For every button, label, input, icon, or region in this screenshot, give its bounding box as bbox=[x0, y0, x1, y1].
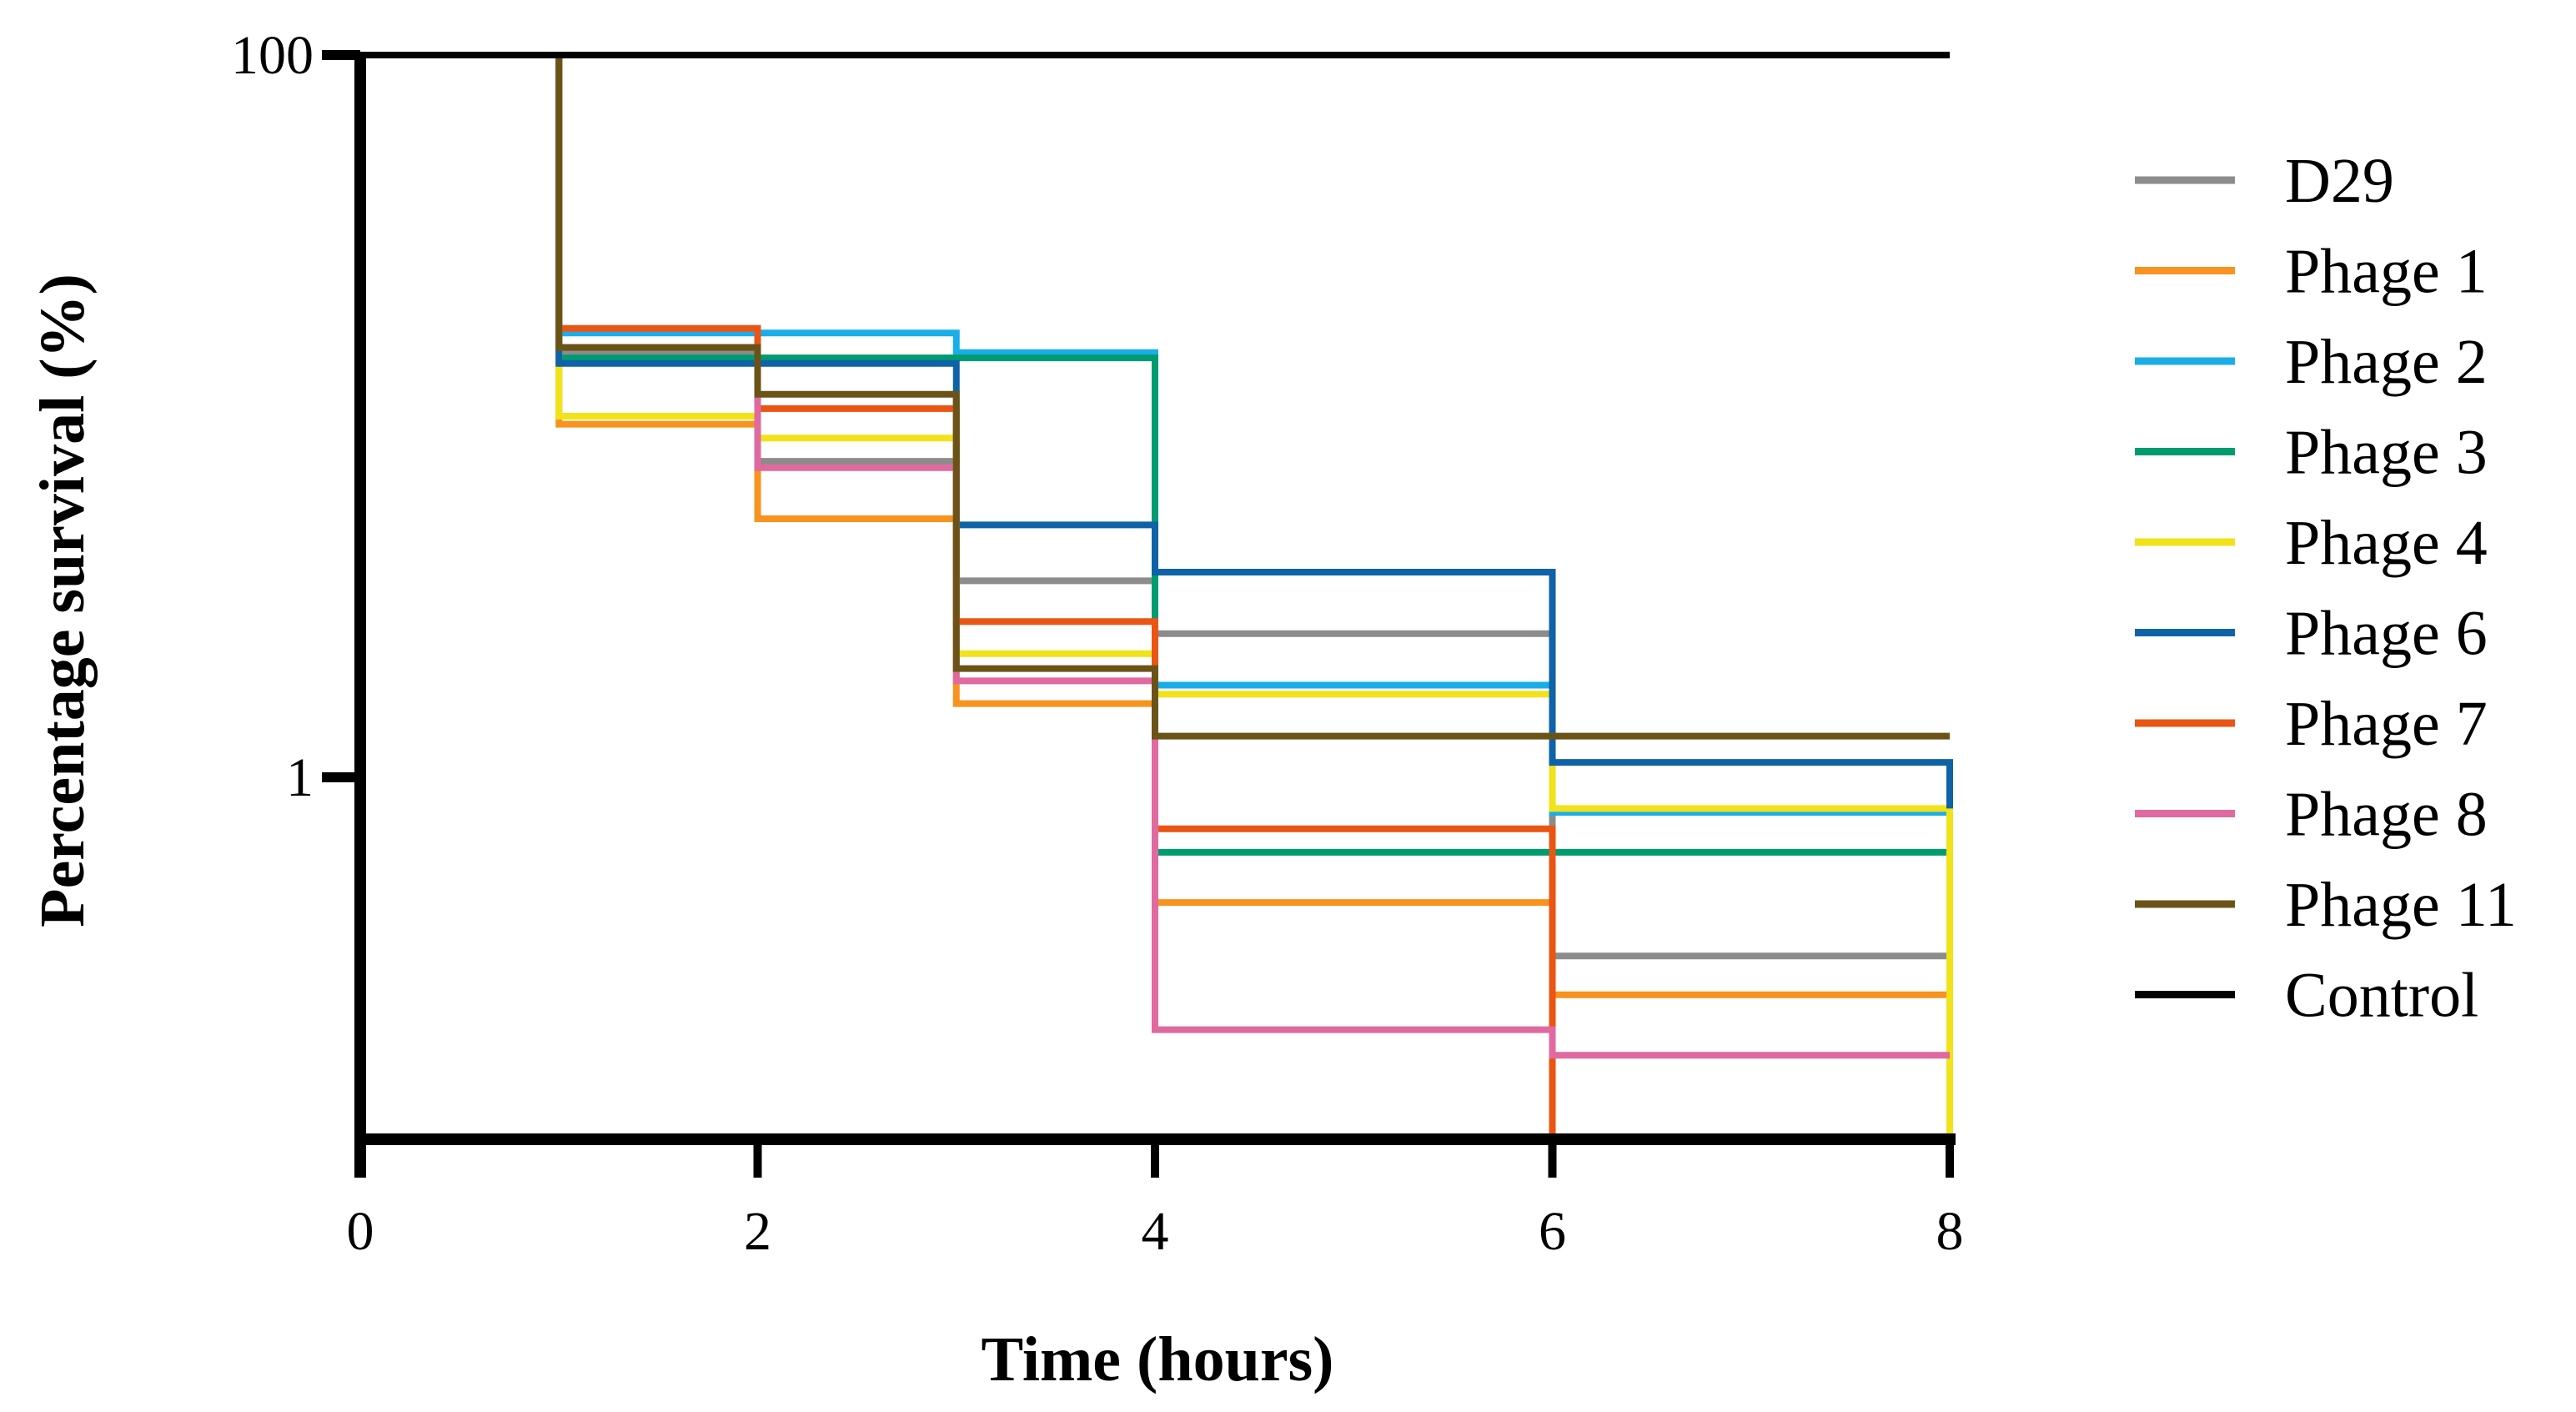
y-tick-label-100: 100 bbox=[231, 25, 314, 86]
legend-label-phage-8: Phage 8 bbox=[2285, 780, 2488, 850]
x-tick-label-0: 0 bbox=[347, 1201, 374, 1262]
legend-label-phage-3: Phage 3 bbox=[2285, 418, 2488, 488]
legend-label-phage-6: Phage 6 bbox=[2285, 599, 2488, 669]
x-tick-label-8: 8 bbox=[1936, 1201, 1964, 1262]
legend-label-phage-1: Phage 1 bbox=[2285, 237, 2488, 307]
series-layer bbox=[360, 52, 1953, 1142]
axes-layer: 1 100 0 2 4 6 8 bbox=[231, 25, 1964, 1262]
x-axis-title: Time (hours) bbox=[982, 1324, 1334, 1394]
y-axis-title: Percentage survival (%) bbox=[28, 274, 98, 927]
x-tick-label-6: 6 bbox=[1539, 1201, 1566, 1262]
legend: D29 Phage 1 Phage 2 Phage 3 Phage 4 Phage 6 Ph… bbox=[2135, 146, 2517, 1031]
legend-label-control: Control bbox=[2285, 961, 2478, 1031]
x-tick-label-4: 4 bbox=[1142, 1201, 1169, 1262]
y-tick-label-1: 1 bbox=[286, 747, 314, 808]
legend-label-phage-2: Phage 2 bbox=[2285, 327, 2488, 397]
legend-label-phage-11: Phage 11 bbox=[2285, 870, 2517, 940]
series-phage-11-line bbox=[360, 52, 1950, 740]
legend-label-d29: D29 bbox=[2285, 146, 2394, 216]
legend-label-phage-4: Phage 4 bbox=[2285, 508, 2488, 578]
x-tick-label-2: 2 bbox=[744, 1201, 771, 1262]
legend-label-phage-7: Phage 7 bbox=[2285, 689, 2488, 759]
